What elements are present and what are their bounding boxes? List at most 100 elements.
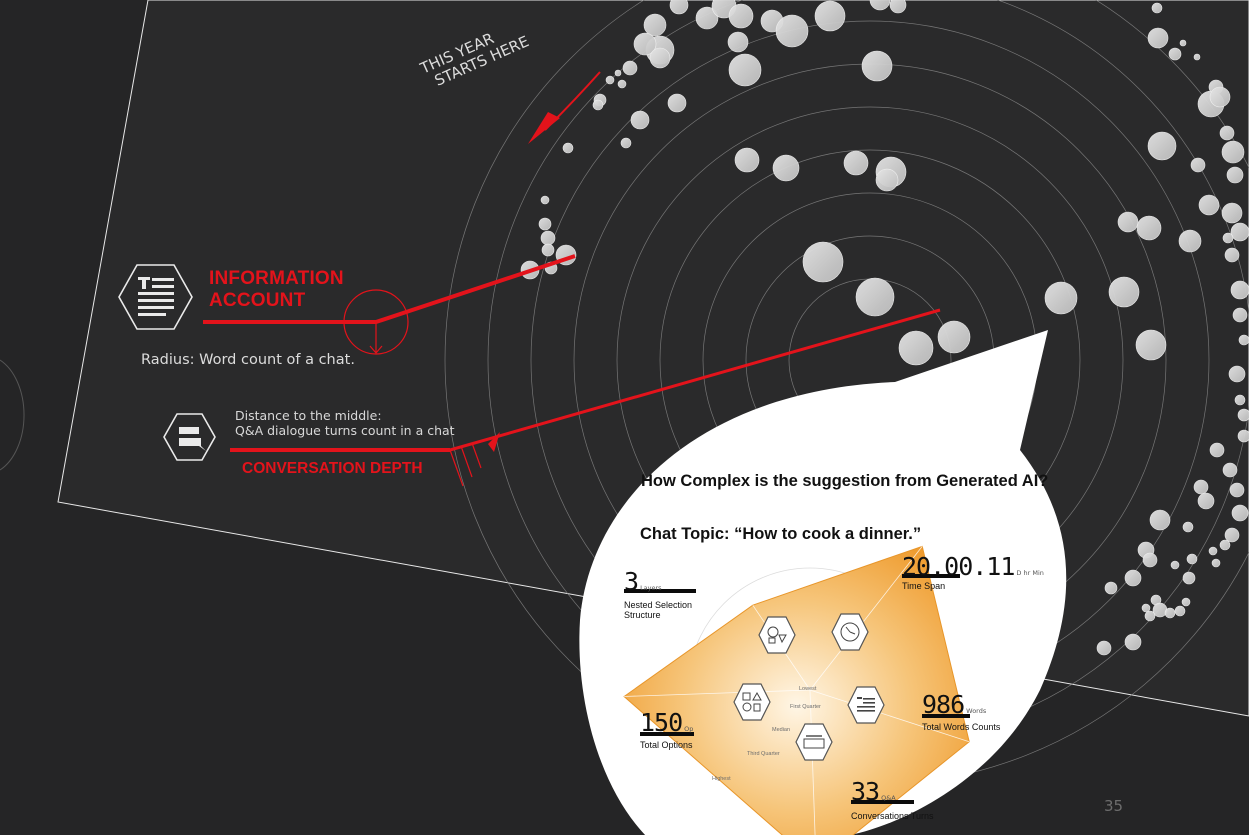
chat-bubble-dot bbox=[1231, 504, 1249, 522]
information-title-line2: ACCOUNT bbox=[209, 290, 306, 311]
radar-axis-line bbox=[809, 546, 923, 691]
chat-bubble-dot bbox=[1151, 2, 1163, 14]
bubble-cluster bbox=[520, 0, 1249, 656]
chat-bubble-dot bbox=[1228, 365, 1246, 383]
chat-bubble-dot bbox=[889, 0, 907, 14]
chat-bubble-dot bbox=[869, 0, 891, 11]
chat-bubble-dot bbox=[1238, 334, 1249, 346]
chat-bubble-icon bbox=[163, 413, 216, 461]
chat-bubble-dot bbox=[1108, 276, 1140, 308]
chat-bubble-dot bbox=[1230, 280, 1249, 300]
gear-shapes-icon bbox=[758, 616, 796, 654]
chat-bubble-dot bbox=[1198, 194, 1220, 216]
chat-bubble-dot bbox=[898, 330, 934, 366]
chat-bubble-dot bbox=[1135, 329, 1167, 361]
total-words-number: 986 bbox=[922, 690, 965, 719]
level-third-quarter: Third Quarter bbox=[747, 751, 780, 757]
chat-bubble-dot bbox=[1144, 610, 1156, 622]
chat-bubble-dot bbox=[695, 6, 719, 30]
conversation-depth-title: CONVERSATION DEPTH bbox=[242, 460, 423, 477]
chat-bubble-dot bbox=[1222, 462, 1238, 478]
chat-bubble-dot bbox=[772, 154, 800, 182]
chat-bubble-dot bbox=[1136, 215, 1162, 241]
chat-bubble-dot bbox=[1182, 521, 1194, 533]
chat-bubble-dot bbox=[649, 47, 671, 69]
chat-bubble-dot bbox=[802, 241, 844, 283]
nested-structure-unit: Layers bbox=[640, 584, 662, 592]
chat-bubble-dot bbox=[1190, 157, 1206, 173]
chat-bubble-dot bbox=[1178, 229, 1202, 253]
year-start-arrow bbox=[528, 71, 601, 144]
chat-bubble-dot bbox=[1221, 140, 1245, 164]
radar-axis-line bbox=[809, 689, 970, 743]
chat-bubble-dot bbox=[1141, 603, 1151, 613]
callout-topic: Chat Topic: “How to cook a dinner.” bbox=[640, 525, 922, 543]
chat-bubble-dot bbox=[734, 147, 760, 173]
level-median: Median bbox=[772, 727, 791, 733]
chat-bubble-dot bbox=[1219, 539, 1231, 551]
information-pointer bbox=[203, 254, 576, 355]
chat-bubble-dot bbox=[605, 75, 615, 85]
chat-bubble-dot bbox=[728, 53, 762, 87]
chat-bubble-dot bbox=[843, 150, 869, 176]
chat-bubble-dot bbox=[617, 79, 627, 89]
chat-bubble-dot bbox=[1208, 546, 1218, 556]
radius-note: Radius: Word count of a chat. bbox=[141, 352, 355, 368]
chat-bubble-dot bbox=[1117, 211, 1139, 233]
conversation-turns-unit: Q&A bbox=[881, 794, 896, 802]
chat-bubble-dot bbox=[775, 14, 809, 48]
chat-bubble-dot bbox=[1222, 232, 1234, 244]
distance-note-line1: Distance to the middle: bbox=[235, 408, 382, 423]
chat-bubble-dot bbox=[1229, 482, 1245, 498]
level-lowest: Lowest bbox=[799, 686, 817, 692]
chat-bubble-dot bbox=[1044, 281, 1078, 315]
callout-question: How Complex is the suggestion from Gener… bbox=[641, 472, 1049, 490]
chat-bubble-dot bbox=[1197, 492, 1215, 510]
conversation-turns-label: Conversations Turns bbox=[851, 811, 934, 821]
level-highest: Highest bbox=[712, 776, 731, 782]
left-edge-arc bbox=[0, 359, 25, 471]
chat-bubble-dot bbox=[1147, 27, 1169, 49]
conversation-turns-number: 33 bbox=[851, 777, 880, 806]
chat-bubble-dot bbox=[861, 50, 893, 82]
chat-bubble-dot bbox=[1237, 429, 1249, 443]
nested-structure-label: Nested Selection Structure bbox=[624, 600, 693, 620]
clock-icon bbox=[831, 613, 869, 651]
chat-bubble-dot bbox=[1164, 607, 1176, 619]
conversation-turns-value: 33 Q&A bbox=[851, 777, 896, 806]
chat-bubble-dot bbox=[937, 320, 971, 354]
chat-bubble-dot bbox=[1142, 552, 1158, 568]
chat-bubble-dot bbox=[1209, 442, 1225, 458]
information-account-title: INFORMATION ACCOUNT bbox=[209, 268, 344, 312]
chat-bubble-dot bbox=[540, 230, 556, 246]
chat-bubble-dot bbox=[728, 3, 754, 29]
chat-bubble-dot bbox=[622, 60, 638, 76]
total-words-label: Total Words Counts bbox=[922, 722, 1001, 732]
distance-note: Distance to the middle: Q&A dialogue tur… bbox=[235, 408, 455, 438]
chat-bubble-dot bbox=[1224, 527, 1240, 543]
chat-bubble-dot bbox=[1179, 39, 1187, 47]
chat-bubble-dot bbox=[562, 142, 574, 154]
time-span-unit: D hr Min bbox=[1016, 569, 1044, 577]
chat-bubble-dot bbox=[1209, 86, 1231, 108]
chat-bubble-dot bbox=[855, 277, 895, 317]
time-span-number: 20.00.11 bbox=[902, 552, 1015, 581]
chat-bubble-dot bbox=[643, 13, 667, 37]
time-span-label: Time Span bbox=[902, 581, 946, 591]
radar-axis-line bbox=[809, 689, 816, 835]
shapes-icon bbox=[733, 683, 771, 721]
chat-bubble-dot bbox=[1181, 597, 1191, 607]
chat-bubble-dot bbox=[727, 31, 749, 53]
chat-bubble-dot bbox=[541, 243, 555, 257]
chat-bubble-dot bbox=[1096, 640, 1112, 656]
chat-bubble-dot bbox=[1182, 571, 1196, 585]
chat-bubble-dot bbox=[1193, 479, 1209, 495]
chat-bubble-dot bbox=[1124, 569, 1142, 587]
chat-bubble-dot bbox=[1168, 47, 1182, 61]
chat-bubble-dot bbox=[1230, 222, 1249, 242]
time-span-value: 20.00.11 D hr Min bbox=[902, 552, 1044, 581]
chat-bubble-dot bbox=[1170, 560, 1180, 570]
chat-bubble-dot bbox=[1221, 202, 1243, 224]
chat-bubble-dot bbox=[1104, 581, 1118, 595]
chat-bubble-dot bbox=[1174, 605, 1186, 617]
